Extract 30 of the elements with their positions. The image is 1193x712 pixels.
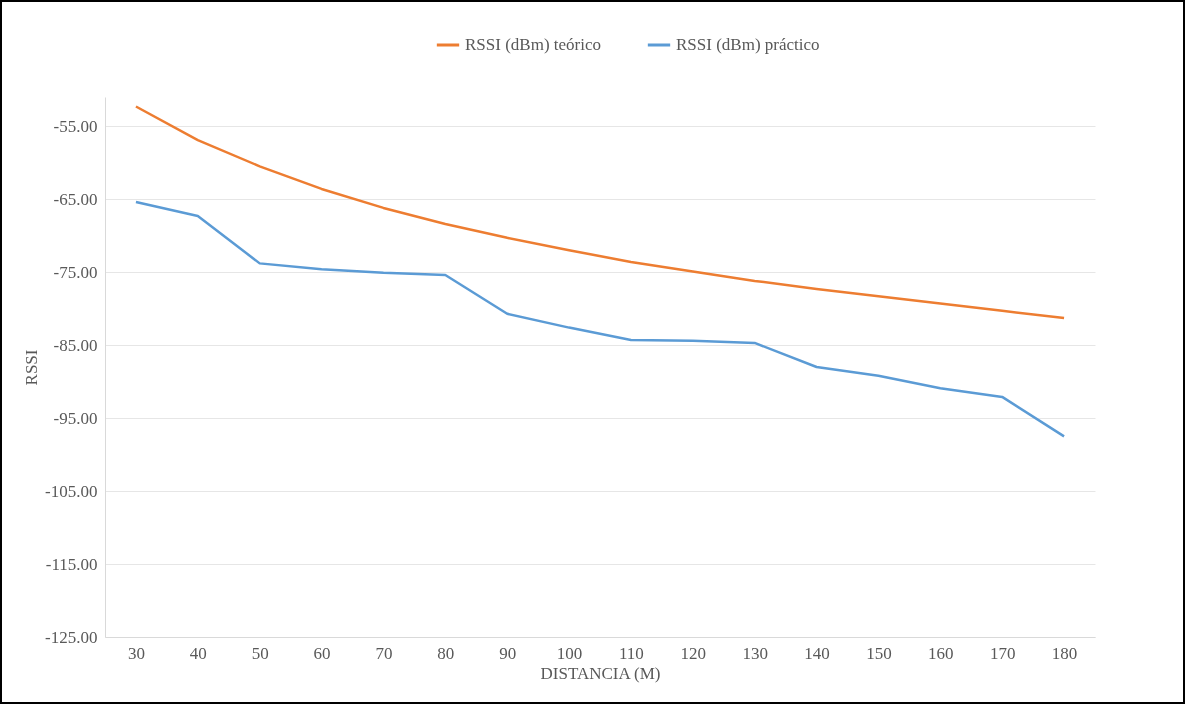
x-tick-label: 120	[680, 643, 707, 663]
x-axis-title: DISTANCIA (M)	[540, 663, 661, 683]
x-tick-label: 80	[437, 643, 455, 663]
y-axis-title: RSSI	[22, 349, 42, 386]
x-tick-label: 140	[804, 643, 830, 663]
x-tick-label: 130	[742, 643, 768, 663]
y-tick-label: -95.00	[53, 408, 98, 428]
x-tick-label: 170	[989, 643, 1016, 663]
x-tick-label: 50	[251, 643, 269, 663]
x-tick-label: 150	[866, 643, 892, 663]
line-series	[134, 200, 1066, 438]
x-tick-label: 100	[556, 643, 583, 663]
x-tick-label: 180	[1051, 643, 1078, 663]
x-tick-label: 60	[313, 643, 331, 663]
x-tick-label: 110	[619, 643, 644, 663]
y-tick-label: -65.00	[53, 189, 98, 209]
legend-label: RSSI (dBm) práctico	[676, 35, 820, 54]
y-tick-label: -105.00	[45, 481, 98, 501]
y-tick-label: -85.00	[53, 335, 98, 355]
x-tick-label: 70	[375, 643, 393, 663]
y-tick-label: -55.00	[53, 116, 98, 136]
x-tick-label: 30	[127, 643, 145, 663]
x-tick-label: 90	[499, 643, 517, 663]
x-tick-label: 40	[189, 643, 207, 663]
legend-label: RSSI (dBm) teórico	[465, 35, 601, 54]
y-tick-label: -75.00	[53, 262, 98, 282]
y-tick-label: -115.00	[45, 554, 98, 574]
line-series	[134, 105, 1066, 320]
x-tick-label: 160	[928, 643, 954, 663]
y-tick-label: -125.00	[45, 627, 98, 647]
